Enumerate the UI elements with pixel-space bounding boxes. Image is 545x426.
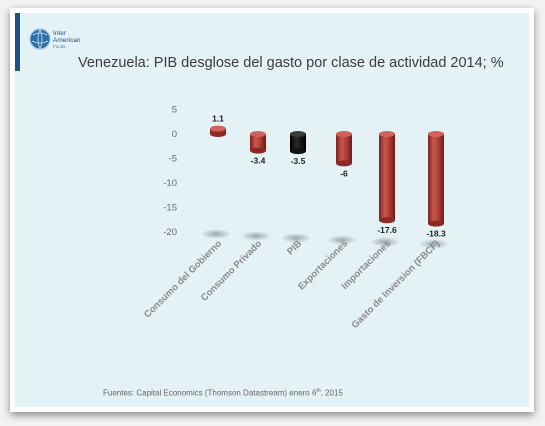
- source-note: Fuentes: Capital Economics (Thomson Data…: [103, 388, 343, 398]
- bar-shadow: [281, 233, 311, 243]
- bar: [336, 131, 352, 167]
- category-label: Consumo del Gobierno: [142, 238, 224, 320]
- data-label: -6: [340, 168, 348, 178]
- y-tick-label: -15: [163, 203, 177, 214]
- data-labels: 1.1 -3.4 -3.5 -6 -17.6 -18.3: [212, 114, 446, 239]
- data-label: 1.1: [212, 114, 224, 124]
- bar: [290, 131, 306, 155]
- bar-shadow: [419, 239, 449, 249]
- bar: [379, 131, 395, 224]
- data-label: -18.3: [426, 229, 446, 239]
- floor-shadows: [201, 229, 449, 249]
- bars: [210, 125, 444, 227]
- bar-shadow: [370, 237, 400, 247]
- y-tick-label: 0: [172, 129, 177, 140]
- bar: [428, 131, 444, 227]
- y-tick-label: -10: [163, 178, 177, 189]
- y-tick-label: -20: [163, 227, 177, 238]
- bar-shadow: [201, 229, 231, 239]
- bar: [250, 131, 266, 154]
- logo-line1: Inter: [53, 30, 67, 37]
- logo-line3: Funds: [53, 44, 66, 49]
- source-text: Fuentes: Capital Economics (Thomson Data…: [103, 388, 317, 398]
- bar-shadow: [241, 231, 271, 241]
- bar: [210, 125, 226, 137]
- chart-area: 5 0 -5 -10 -15 -20 1.1 -3.4 -3.5 -6 -17.6 -18.3 Co…: [142, 105, 449, 331]
- y-tick-label: 5: [172, 105, 177, 116]
- bar-shadow: [327, 235, 357, 245]
- category-label: Gasto de Inversion (FBCF): [350, 238, 443, 331]
- source-text-end: , 2015: [320, 388, 343, 398]
- inter-american-funds-logo: Inter American Funds: [29, 28, 81, 50]
- accent-bar: [15, 13, 20, 71]
- data-label: -3.5: [291, 156, 306, 166]
- y-tick-label: -5: [169, 154, 177, 165]
- data-label: -3.4: [251, 156, 266, 166]
- y-axis: 5 0 -5 -10 -15 -20: [163, 105, 177, 239]
- logo-line2: American: [53, 37, 81, 44]
- data-label: -17.6: [377, 225, 397, 235]
- chart-title: Venezuela: PIB desglose del gasto por cl…: [78, 55, 504, 71]
- source-superscript: th: [316, 388, 321, 394]
- slide: Inter American Funds Venezuela: PIB desg…: [10, 8, 534, 412]
